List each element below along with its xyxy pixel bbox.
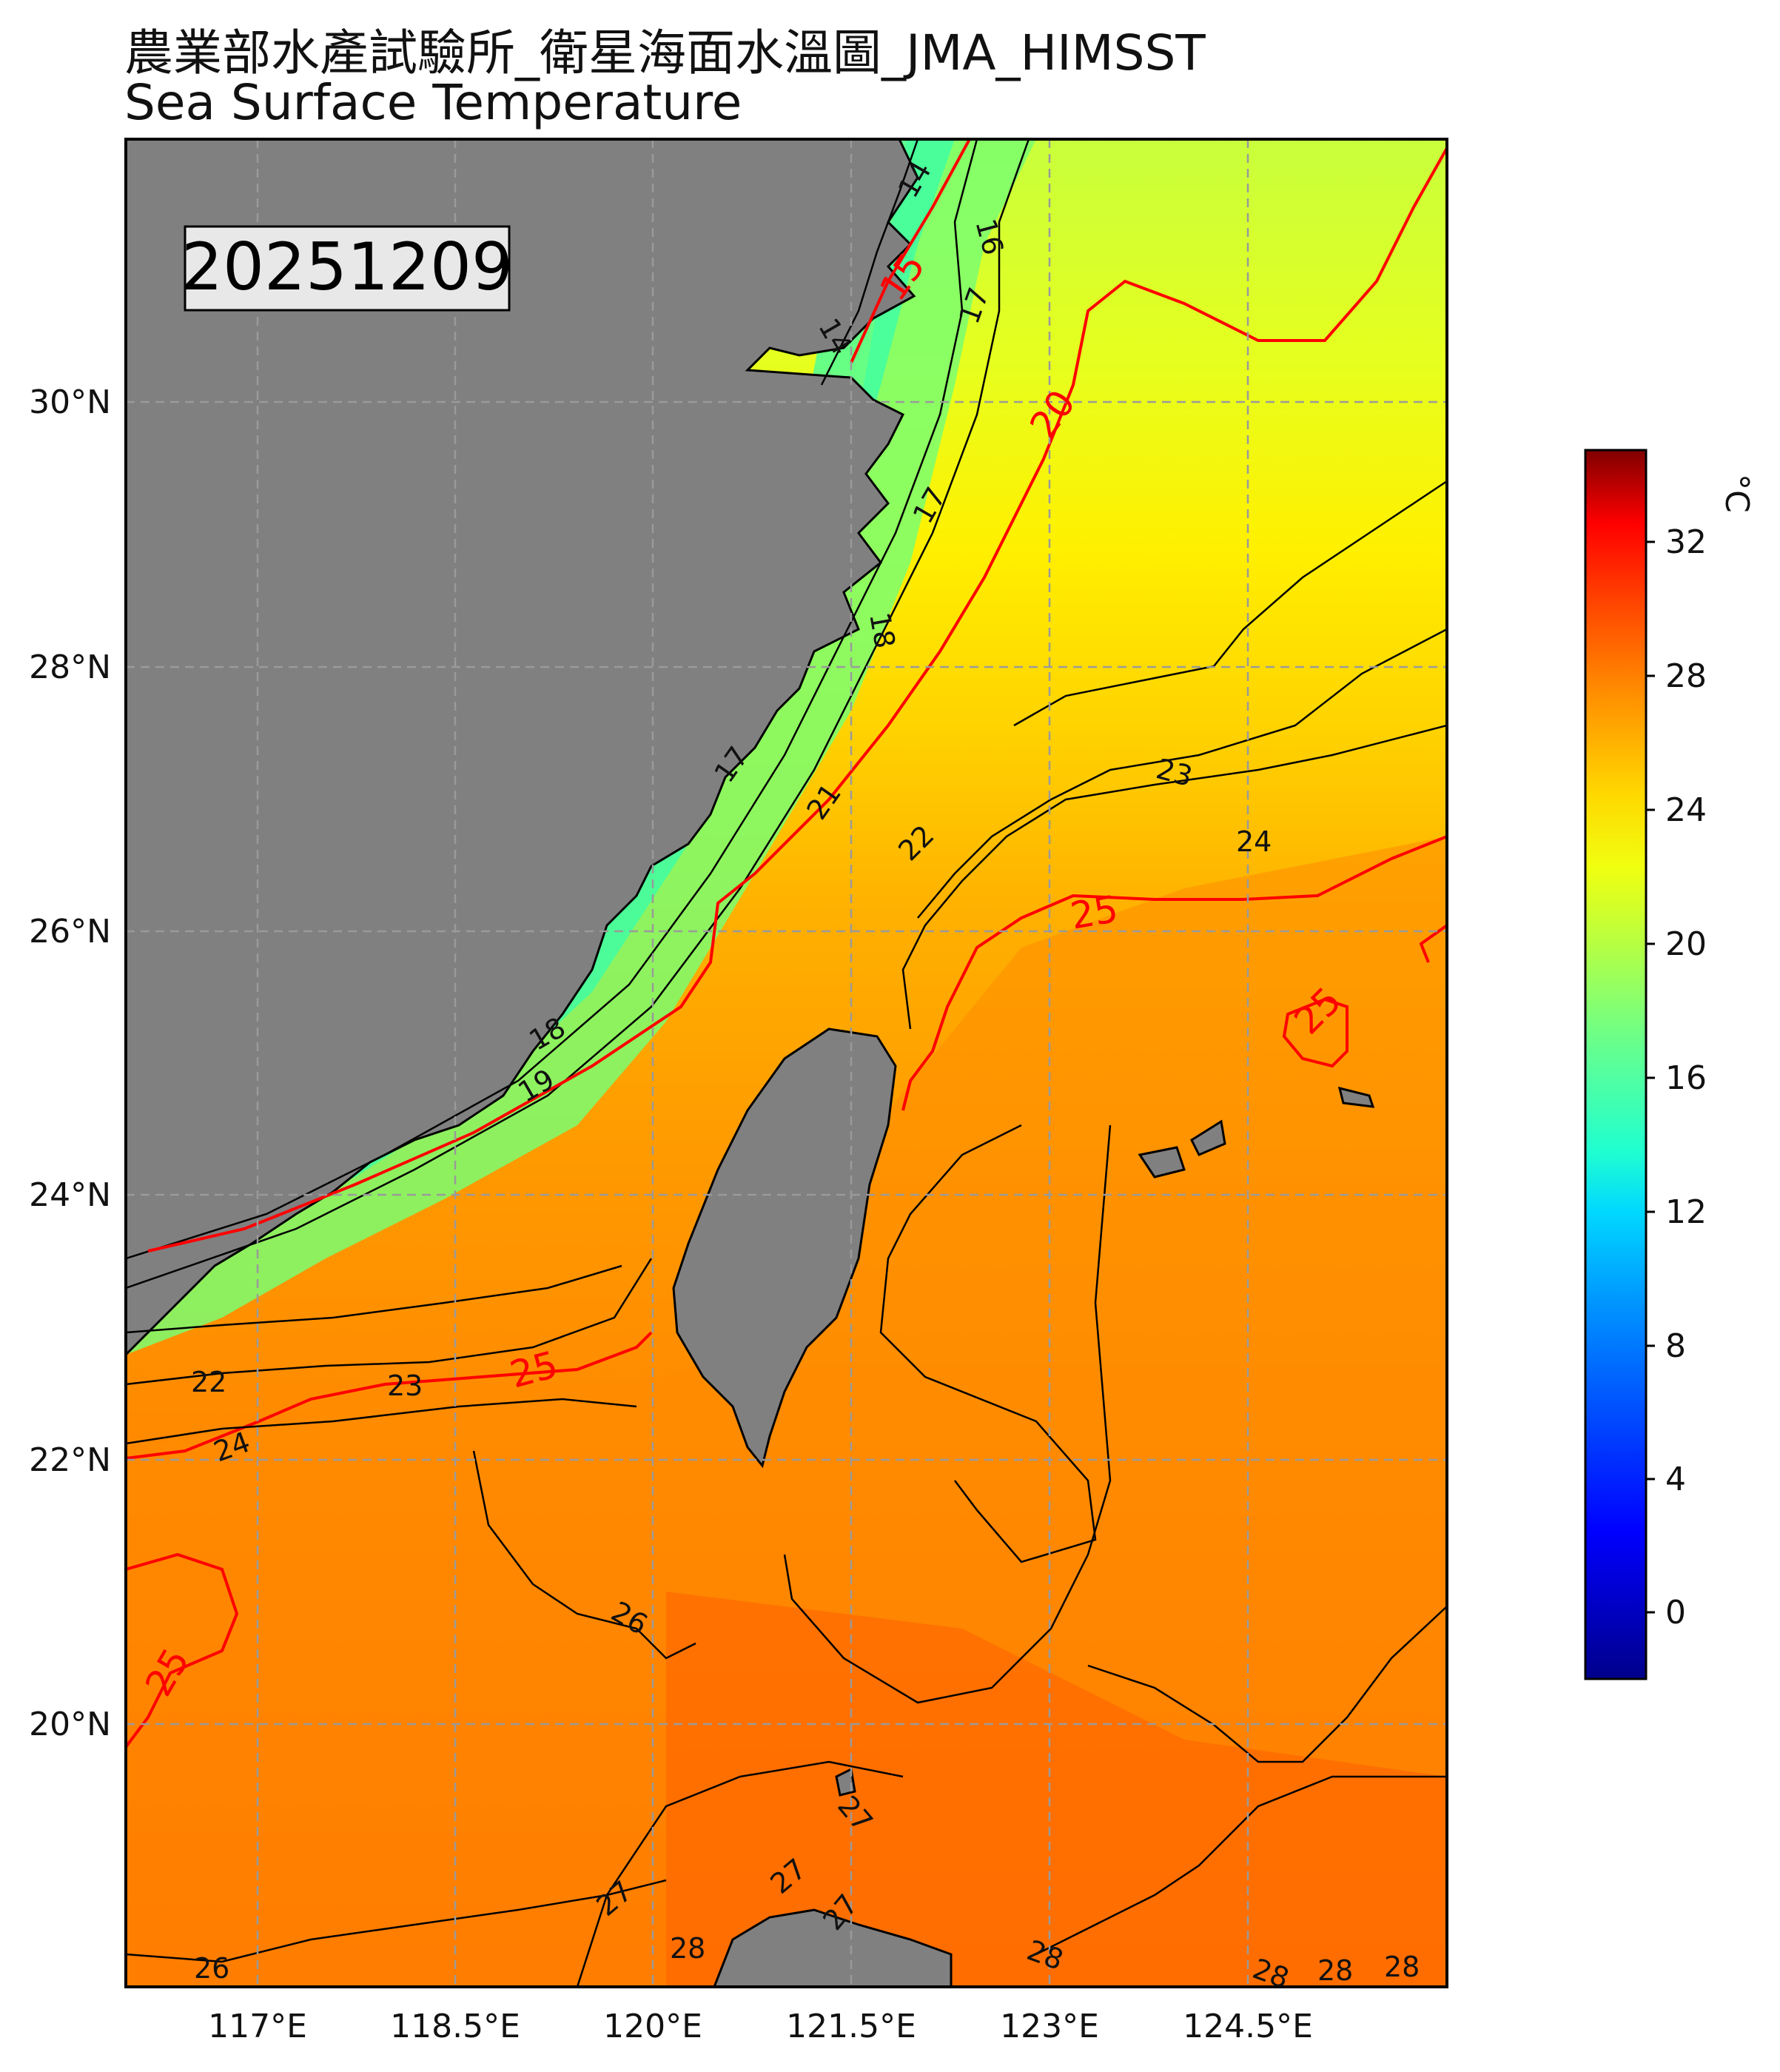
- lat-tick-label: 22°N: [29, 1441, 111, 1479]
- lat-tick-label: 24°N: [29, 1176, 111, 1214]
- colorbar: 0 4 8 12 16 20 24 28 32 °C: [1584, 449, 1756, 1680]
- contour-label: 26: [194, 1952, 229, 1985]
- colorbar-unit-label: °C: [1718, 474, 1756, 513]
- contour-label: 28: [1384, 1951, 1420, 1983]
- colorbar-tick-label: 16: [1665, 1059, 1707, 1097]
- contour-label: 24: [1236, 825, 1272, 858]
- colorbar-scale: [1584, 449, 1648, 1680]
- latitude-axis: 30°N 28°N 26°N 24°N 22°N 20°N: [29, 383, 111, 1743]
- date-label-box: 20251209: [181, 225, 513, 312]
- colorbar-tick-label: 28: [1665, 657, 1707, 695]
- lat-tick-label: 30°N: [29, 383, 111, 421]
- lon-tick-label: 117°E: [208, 2008, 307, 2045]
- contour-label-red: 25: [1067, 888, 1121, 938]
- colorbar-tick-label: 20: [1665, 925, 1707, 963]
- contour-label: 28: [1317, 1954, 1353, 1987]
- lon-tick-label: 120°E: [603, 2008, 702, 2045]
- longitude-axis: 117°E 118.5°E 120°E 121.5°E 123°E 124.5°…: [208, 2008, 1313, 2045]
- lat-tick-label: 28°N: [29, 648, 111, 686]
- lat-tick-label: 20°N: [29, 1706, 111, 1743]
- graticule: [126, 139, 1447, 1987]
- colorbar-tick-label: 4: [1665, 1461, 1686, 1498]
- date-label: 20251209: [181, 229, 513, 305]
- colorbar-tick-label: 32: [1665, 523, 1707, 561]
- colorbar-tick-label: 24: [1665, 791, 1707, 829]
- land-mainland: [126, 139, 1375, 1987]
- map-title: 農業部水產試驗所_衛星海面水溫圖_JMA_HIMSST: [124, 24, 1206, 81]
- map-subtitle: Sea Surface Temperature: [124, 74, 742, 131]
- lat-tick-label: 26°N: [29, 913, 111, 950]
- contour-label: 22: [191, 1366, 226, 1398]
- lon-tick-label: 123°E: [1000, 2008, 1099, 2045]
- colorbar-tick-label: 0: [1665, 1594, 1686, 1632]
- land-luzon: [713, 1908, 953, 1987]
- contour-label: 18: [863, 610, 901, 651]
- lon-tick-label: 124.5°E: [1183, 2008, 1313, 2045]
- contour-label: 23: [387, 1369, 423, 1402]
- colorbar-tick-label: 8: [1665, 1327, 1686, 1365]
- lon-tick-label: 121.5°E: [786, 2008, 916, 2045]
- lon-tick-label: 118.5°E: [390, 2008, 520, 2045]
- contour-label: 28: [670, 1932, 705, 1965]
- isotherm-contours: [126, 139, 1447, 1987]
- colorbar-tick-label: 12: [1665, 1193, 1707, 1231]
- map-frame: [124, 138, 1448, 1988]
